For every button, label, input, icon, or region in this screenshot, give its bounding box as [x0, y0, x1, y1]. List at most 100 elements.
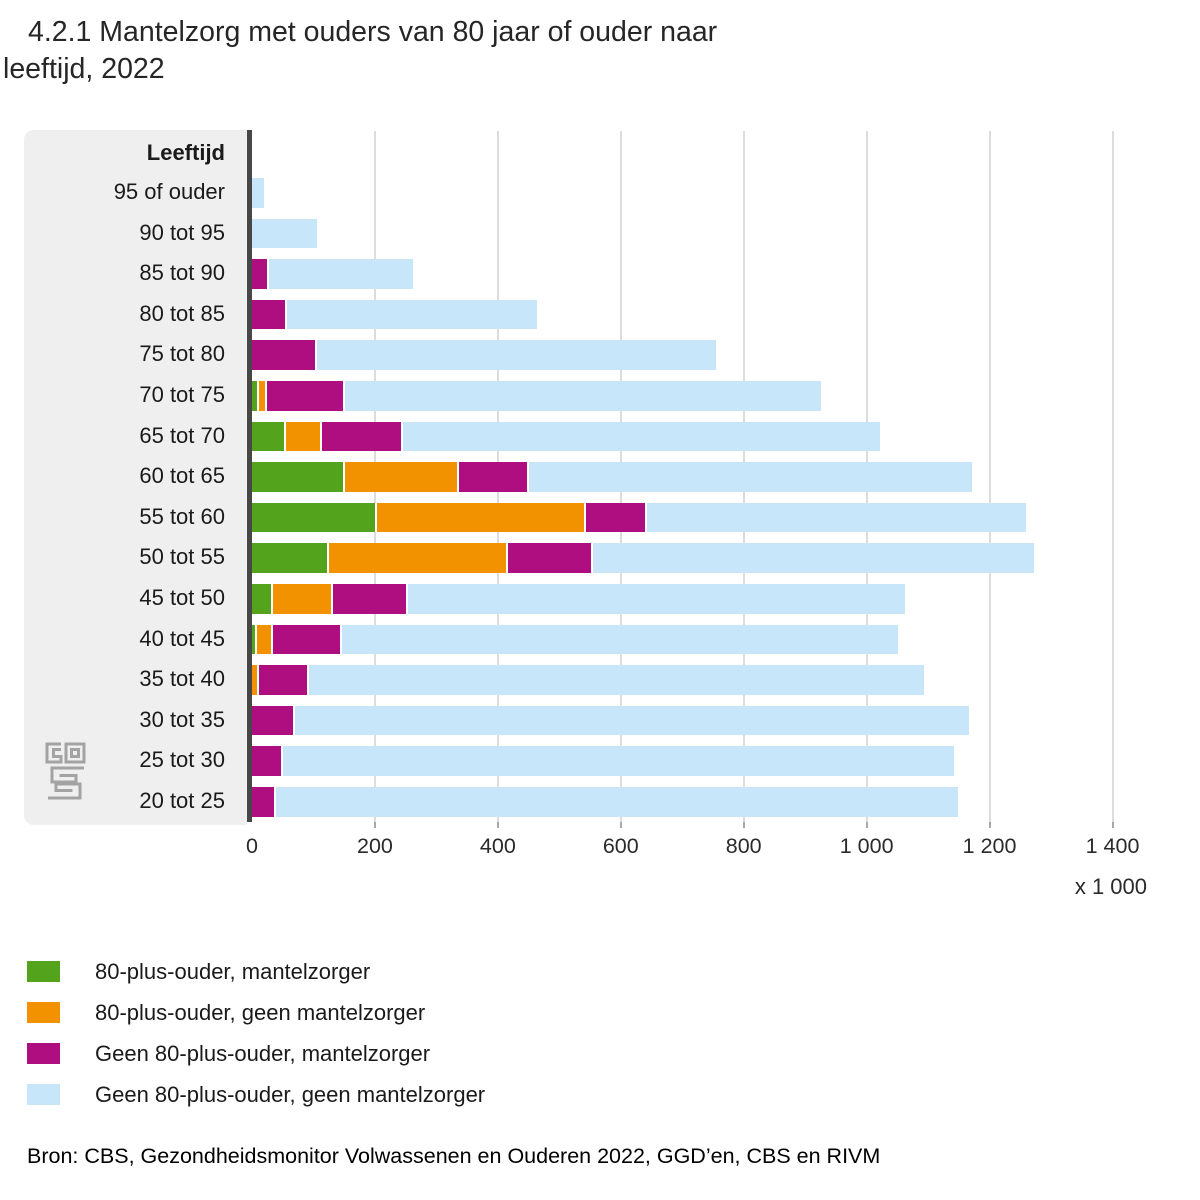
bar-segment[interactable] — [406, 584, 905, 614]
bar-segment[interactable] — [252, 218, 317, 249]
bar-segment[interactable] — [252, 340, 316, 370]
bar-segment[interactable] — [457, 462, 527, 492]
category-label: 80 tot 85 — [139, 300, 225, 326]
bar-segment[interactable] — [506, 543, 591, 573]
bar-row — [252, 624, 1165, 655]
source-note: Bron: CBS, Gezondheidsmonitor Volwassene… — [27, 1144, 881, 1168]
bar-segment[interactable] — [256, 665, 308, 695]
gridline — [1111, 131, 1114, 822]
plot-area — [252, 130, 1165, 822]
axis-tick — [373, 822, 376, 828]
bar-row — [252, 746, 1165, 776]
bar-segment[interactable] — [326, 543, 507, 573]
bar-segment[interactable] — [252, 462, 343, 492]
bar-row — [252, 543, 1165, 573]
bar-segment[interactable] — [283, 421, 320, 452]
category-label: 85 tot 90 — [139, 260, 225, 286]
category-label: 55 tot 60 — [139, 503, 225, 529]
y-axis-line — [247, 130, 252, 822]
bar-segment[interactable] — [252, 787, 274, 817]
legend-label: 80-plus-ouder, geen mantelzorger — [95, 999, 426, 1025]
bar-segment[interactable] — [280, 746, 954, 776]
bar-segment[interactable] — [252, 178, 265, 208]
bar-segment[interactable] — [252, 381, 257, 411]
bar-segment[interactable] — [307, 665, 924, 695]
axis-tick — [742, 822, 745, 828]
bar-row — [252, 705, 1165, 736]
bar-segment[interactable] — [271, 584, 331, 614]
chart-title: 4.2.1 Mantelzorg met ouders van 80 jaar … — [3, 16, 718, 85]
legend-item[interactable]: 80-plus-ouder, geen mantelzorger — [27, 992, 485, 1033]
bar-segment[interactable] — [319, 421, 402, 452]
axis-tick — [619, 822, 622, 828]
legend: 80-plus-ouder, mantelzorger 80-plus-ouder… — [27, 951, 485, 1115]
bar-row — [252, 299, 1165, 330]
bar-row — [252, 787, 1165, 817]
bar-row — [252, 218, 1165, 249]
legend-swatch — [27, 1043, 60, 1064]
chart-area: Leeftijd 95 of ouder 90 tot 95 85 tot 90 80… — [24, 130, 1165, 899]
category-panel: Leeftijd 95 of ouder 90 tot 95 85 tot 90 80… — [24, 130, 247, 825]
bar-segment[interactable] — [285, 299, 537, 330]
bar-segment[interactable] — [293, 705, 969, 736]
x-axis-label: 600 — [602, 834, 639, 858]
x-axis-label: 1 400 — [1085, 834, 1140, 858]
bar-segment[interactable] — [342, 462, 458, 492]
axis-tick — [1111, 822, 1114, 828]
axis-unit-label: x 1 000 — [1074, 874, 1147, 899]
cbs-logo-icon — [45, 742, 86, 800]
category-label: 70 tot 75 — [139, 382, 225, 407]
bar-segment[interactable] — [252, 665, 257, 695]
legend-swatch — [27, 961, 60, 982]
bar-segment[interactable] — [252, 705, 294, 736]
bar-segment[interactable] — [342, 381, 821, 411]
category-label: 25 tot 30 — [139, 747, 225, 773]
legend-item[interactable]: Geen 80-plus-ouder, geen mantelzorger — [27, 1074, 485, 1115]
bar-segment[interactable] — [644, 502, 1026, 533]
category-label: 75 tot 80 — [139, 341, 225, 367]
bar-row — [252, 665, 1165, 695]
bar-segment[interactable] — [252, 543, 327, 573]
bar-segment[interactable] — [583, 502, 645, 533]
bar-segment[interactable] — [256, 381, 265, 411]
axis-tick — [988, 822, 991, 828]
bar-segment[interactable] — [252, 259, 267, 289]
bar-segment[interactable] — [252, 624, 256, 655]
axis-tick — [496, 822, 499, 828]
legend-label: 80-plus-ouder, mantelzorger — [95, 958, 371, 984]
bar-segment[interactable] — [255, 624, 272, 655]
legend-item[interactable]: Geen 80-plus-ouder, mantelzorger — [27, 1033, 485, 1074]
legend-swatch — [27, 1002, 60, 1023]
legend-item[interactable]: 80-plus-ouder, mantelzorger — [27, 951, 485, 992]
bar-segment[interactable] — [526, 462, 973, 492]
gridline — [988, 131, 991, 822]
bar-row — [252, 178, 1165, 208]
category-label: 60 tot 65 — [139, 463, 225, 489]
bar-segment[interactable] — [401, 421, 881, 452]
legend-label: Geen 80-plus-ouder, geen mantelzorger — [95, 1081, 486, 1107]
category-label: 65 tot 70 — [139, 422, 225, 448]
bar-row — [252, 462, 1165, 492]
bar-segment[interactable] — [273, 787, 958, 817]
bar-row — [252, 584, 1165, 614]
bar-segment[interactable] — [315, 340, 717, 370]
bar-segment[interactable] — [266, 259, 414, 289]
bar-segment[interactable] — [339, 624, 898, 655]
bar-segment[interactable] — [590, 543, 1034, 573]
category-label: 50 tot 55 — [139, 544, 225, 570]
x-axis-label: 1 000 — [839, 834, 894, 858]
bar-segment[interactable] — [330, 584, 407, 614]
bar-segment[interactable] — [252, 502, 375, 533]
category-label: 90 tot 95 — [139, 219, 225, 245]
bar-segment[interactable] — [264, 381, 343, 411]
bar-segment[interactable] — [271, 624, 340, 655]
category-label: 95 of ouder — [113, 179, 225, 204]
x-axis-label: 1 200 — [962, 834, 1017, 858]
bar-segment[interactable] — [252, 299, 286, 330]
bar-row — [252, 381, 1165, 411]
bar-segment[interactable] — [252, 421, 284, 452]
bar-segment[interactable] — [252, 746, 281, 776]
bar-segment[interactable] — [374, 502, 584, 533]
category-label: 30 tot 35 — [139, 706, 225, 732]
bar-segment[interactable] — [252, 584, 272, 614]
